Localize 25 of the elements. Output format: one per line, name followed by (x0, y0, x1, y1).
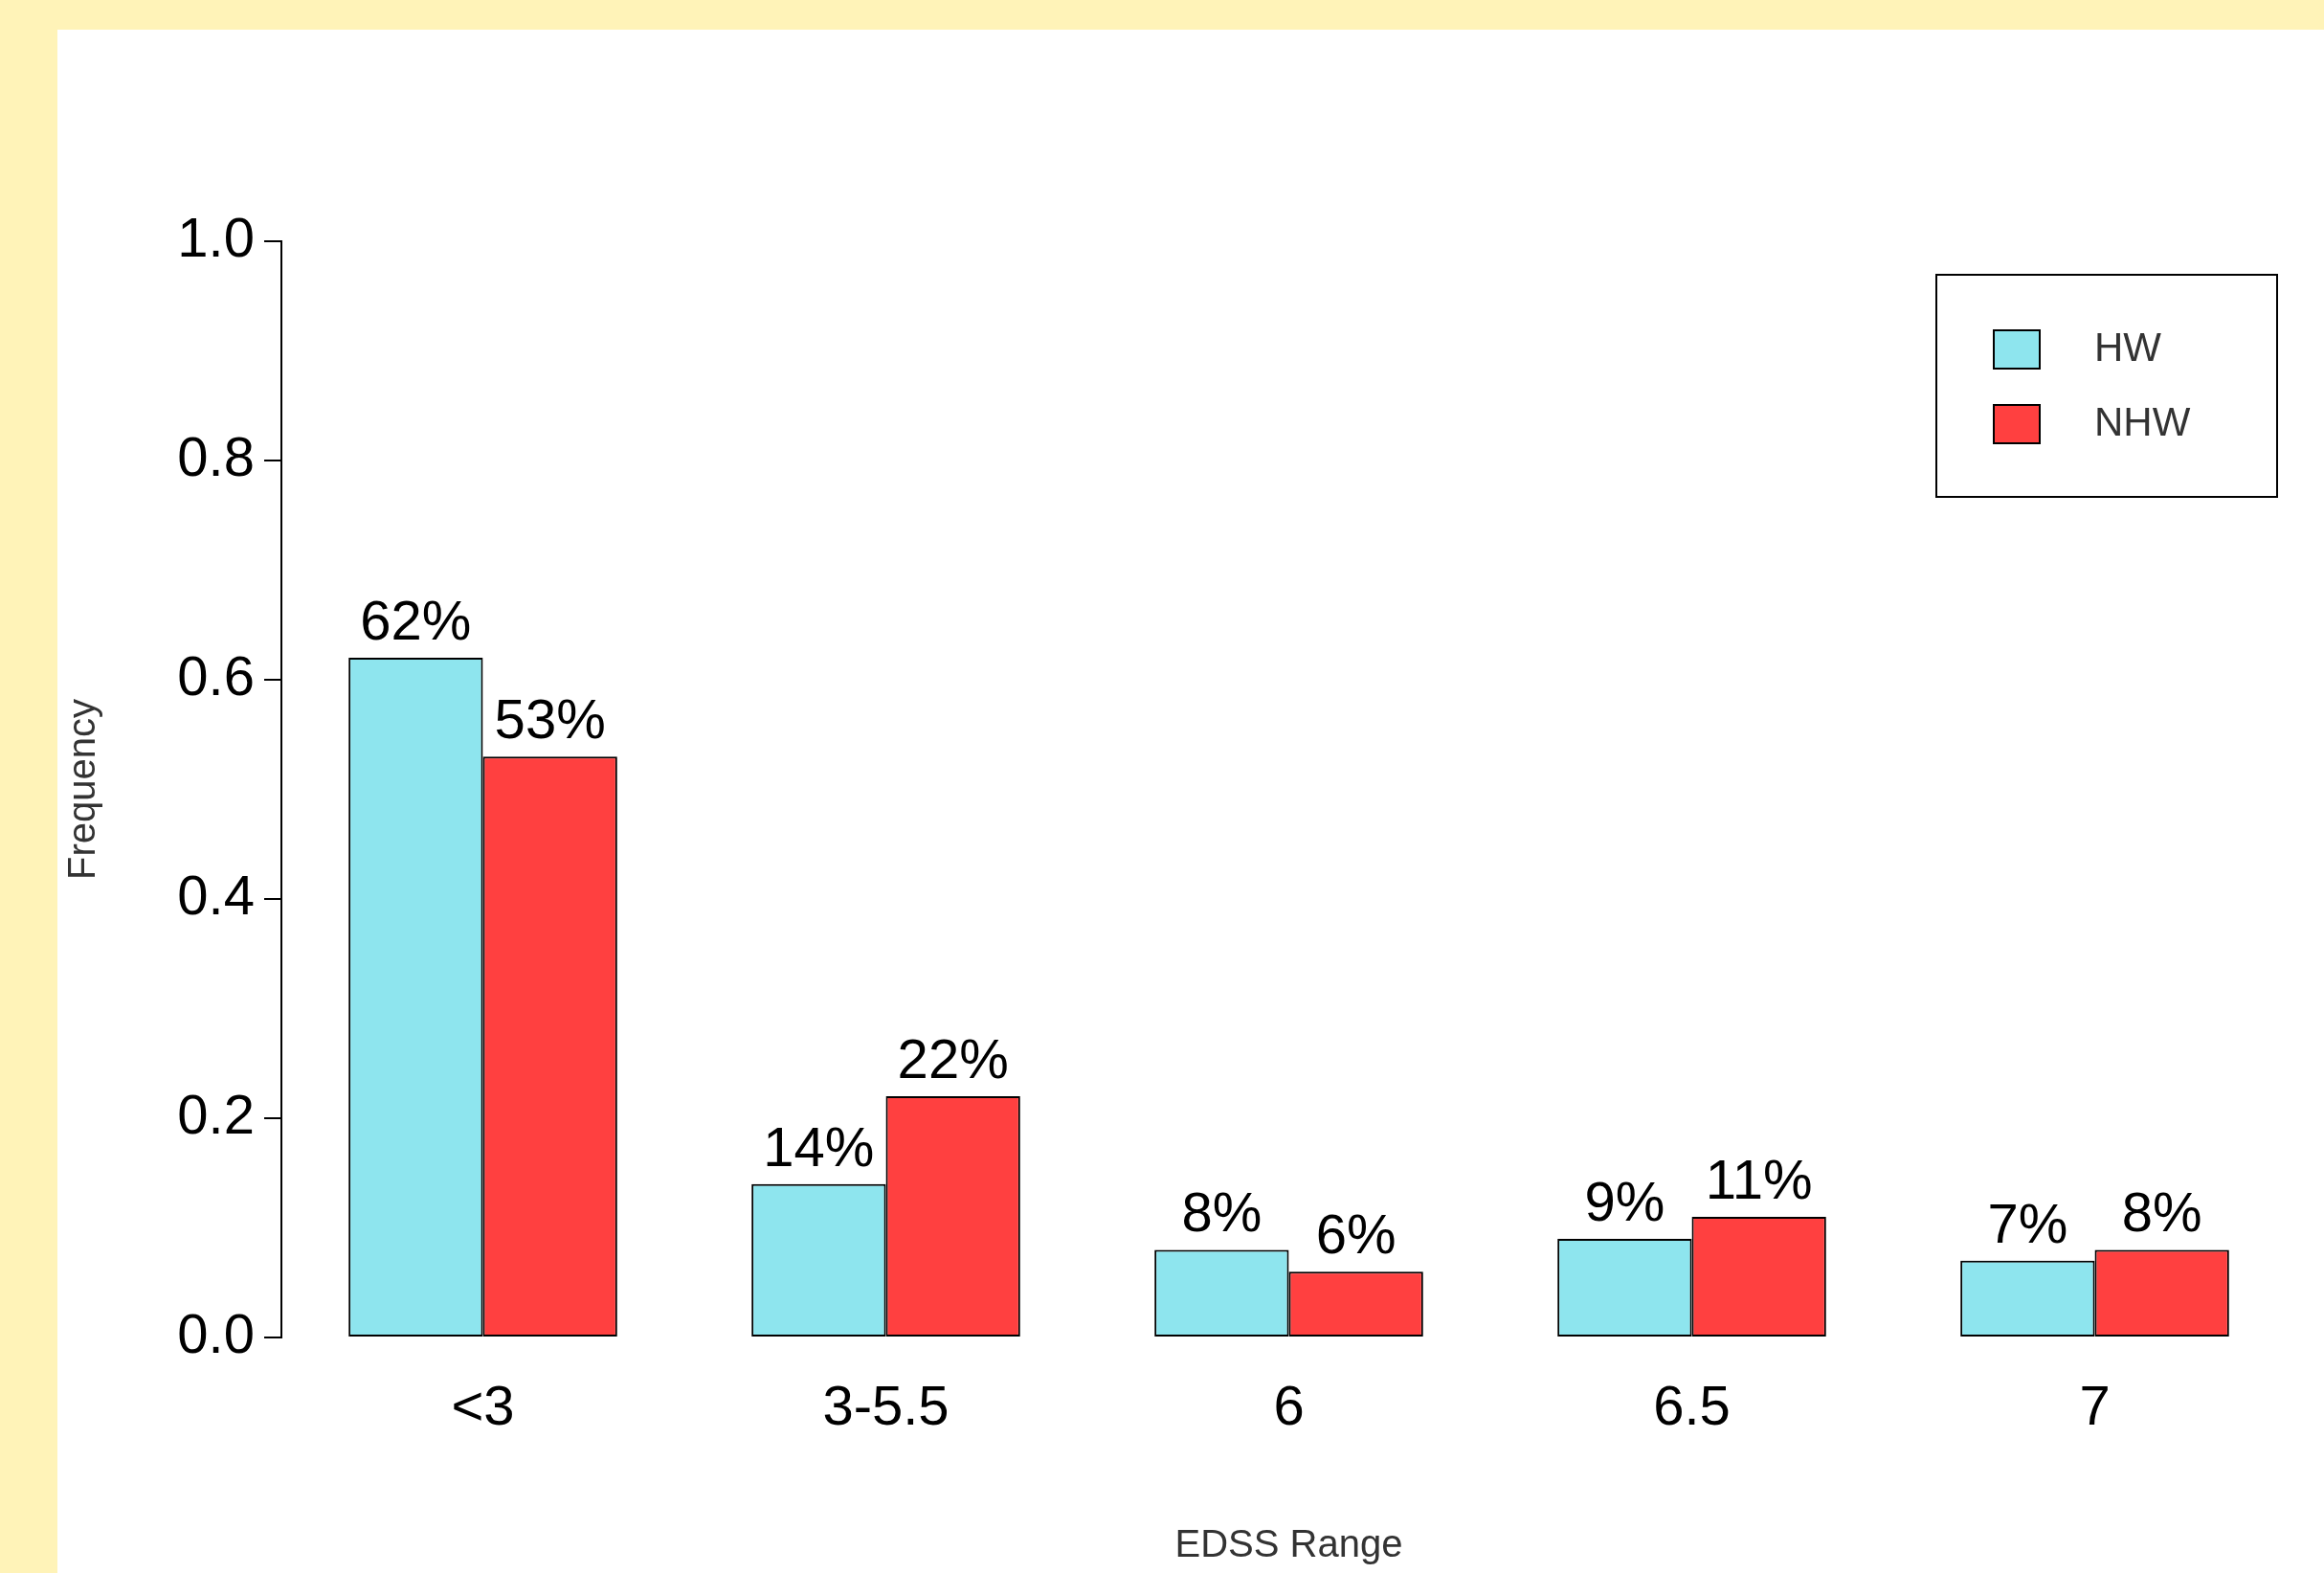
data-label: 8% (1181, 1180, 1263, 1244)
x-tick-label: 6.5 (1653, 1373, 1731, 1436)
data-label: 6% (1315, 1202, 1397, 1266)
data-label: 53% (494, 687, 606, 751)
y-tick-label: 0.6 (177, 644, 255, 707)
data-label: 7% (1987, 1191, 2068, 1254)
legend-label: HW (2094, 324, 2162, 370)
data-label: 22% (897, 1027, 1009, 1090)
data-label: 8% (2121, 1180, 2202, 1244)
x-tick-label: 3-5.5 (822, 1373, 950, 1436)
y-tick-label: 0.2 (177, 1083, 255, 1145)
data-label: 9% (1584, 1169, 1665, 1232)
x-axis-title: EDSS Range (1174, 1522, 1403, 1565)
y-tick-label: 0.8 (177, 425, 255, 487)
x-tick-label: 7 (2079, 1373, 2111, 1436)
data-label: 14% (763, 1114, 875, 1178)
data-label: 11% (1705, 1148, 1813, 1211)
y-axis-title: Frequency (60, 699, 103, 880)
x-tick-label: <3 (451, 1373, 515, 1436)
x-tick-label: 6 (1273, 1373, 1305, 1436)
y-tick-label: 0.0 (177, 1302, 255, 1364)
y-tick-label: 0.4 (177, 864, 255, 926)
y-tick-label: 1.0 (177, 206, 255, 268)
legend-label: NHW (2094, 398, 2191, 444)
data-label: 62% (360, 589, 472, 652)
